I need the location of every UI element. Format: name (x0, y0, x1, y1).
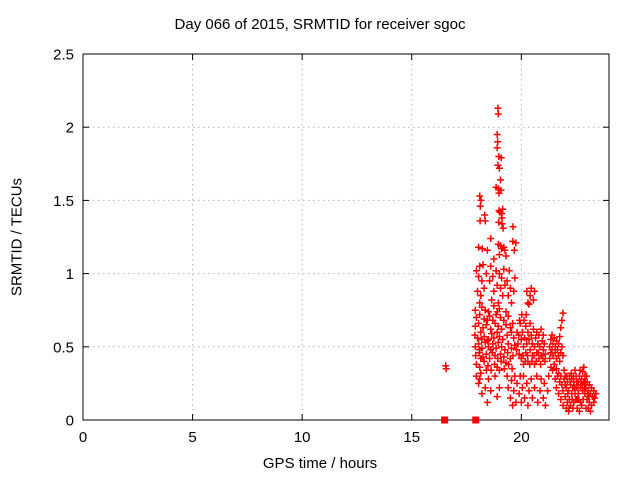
y-tick-label: 1.5 (53, 193, 74, 210)
x-tick-label: 10 (294, 429, 311, 446)
chart-title: Day 066 of 2015, SRMTID for receiver sgo… (174, 16, 466, 33)
x-tick-label: 5 (188, 429, 196, 446)
scatter-square-marker (441, 416, 449, 424)
y-tick-label: 0.5 (53, 339, 74, 356)
y-tick-label: 2.5 (53, 47, 74, 64)
scatter-square-marker (472, 416, 480, 424)
scatter-plus-markers (442, 104, 600, 415)
plot-border (82, 53, 610, 421)
x-tick-label: 15 (403, 429, 420, 446)
x-tick-label: 20 (513, 429, 530, 446)
y-tick-label: 1 (66, 266, 74, 283)
x-tick-label: 0 (79, 429, 87, 446)
y-tick-label: 0 (66, 413, 74, 430)
x-axis-label: GPS time / hours (262, 455, 378, 472)
y-tick-label: 2 (66, 120, 74, 137)
